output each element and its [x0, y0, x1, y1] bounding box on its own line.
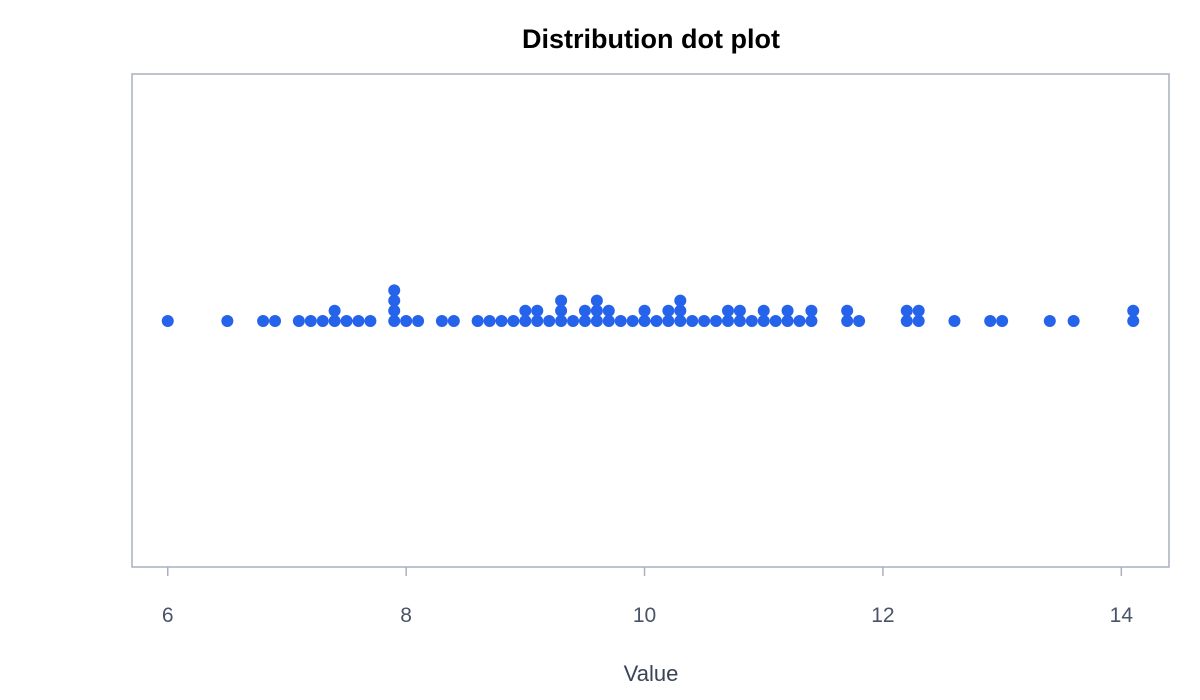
dot-point-7 [328, 315, 341, 327]
dot-point-39 [602, 304, 615, 317]
dot-point-56 [733, 304, 746, 317]
x-tick-label-1: 8 [400, 604, 412, 627]
x-axis-label: Value [624, 661, 679, 686]
dot-point-13 [388, 304, 401, 317]
dot-point-44 [650, 315, 663, 327]
dot-point-54 [721, 304, 734, 317]
dot-point-78 [1127, 315, 1140, 327]
dot-point-34 [578, 304, 591, 317]
dot-point-51 [698, 315, 711, 327]
dot-point-41 [626, 315, 639, 327]
dot-point-8 [328, 304, 341, 317]
dot-point-30 [555, 304, 568, 317]
dot-point-67 [841, 304, 854, 317]
dot-point-53 [721, 315, 734, 327]
dot-point-65 [805, 304, 818, 317]
dot-point-19 [447, 315, 460, 327]
dot-point-38 [602, 315, 615, 327]
dot-point-20 [471, 315, 484, 327]
dot-point-58 [757, 315, 770, 327]
dot-point-9 [340, 315, 353, 327]
dot-point-46 [662, 304, 675, 317]
x-tick-label-3: 12 [871, 604, 894, 627]
dot-point-36 [590, 304, 603, 317]
dot-point-55 [733, 315, 746, 327]
dot-point-59 [757, 304, 770, 317]
dot-point-74 [984, 315, 997, 327]
dot-point-14 [388, 294, 401, 307]
dot-point-28 [543, 315, 556, 327]
dot-point-21 [483, 315, 496, 327]
x-axis-ticks: 6 8 10 12 14 [162, 567, 1133, 627]
dot-point-5 [304, 315, 317, 327]
dot-point-49 [674, 294, 687, 307]
dot-point-2 [257, 315, 270, 327]
dot-point-16 [400, 315, 413, 327]
dot-point-33 [578, 315, 591, 327]
dot-point-11 [364, 315, 377, 327]
plot-frame [131, 73, 1170, 568]
dot-point-3 [269, 315, 282, 327]
dot-point-31 [555, 294, 568, 307]
dot-point-6 [316, 315, 329, 327]
dot-point-26 [531, 315, 544, 327]
dot-point-37 [590, 294, 603, 307]
dot-point-50 [686, 315, 699, 327]
dot-point-73 [948, 315, 961, 327]
dot-point-48 [674, 304, 687, 317]
dot-point-29 [555, 315, 568, 327]
dot-point-79 [1127, 304, 1140, 317]
dot-point-10 [352, 315, 365, 327]
dot-point-68 [853, 315, 866, 327]
dot-point-64 [805, 315, 818, 327]
dot-point-17 [412, 315, 425, 327]
dot-point-45 [662, 315, 675, 327]
data-dots [161, 284, 1140, 327]
dot-point-40 [614, 315, 627, 327]
dot-point-15 [388, 284, 401, 297]
dot-point-12 [388, 315, 401, 327]
dot-point-47 [674, 315, 687, 327]
dot-point-70 [900, 304, 913, 317]
dot-point-42 [638, 315, 651, 327]
dot-point-52 [710, 315, 723, 327]
dot-point-0 [161, 315, 174, 327]
dot-point-69 [900, 315, 913, 327]
dot-point-24 [519, 315, 532, 327]
x-tick-label-0: 6 [162, 604, 174, 627]
dot-point-23 [507, 315, 520, 327]
dot-point-75 [996, 315, 1009, 327]
dot-point-32 [567, 315, 580, 327]
dot-point-76 [1043, 315, 1056, 327]
x-tick-label-4: 14 [1110, 604, 1134, 627]
dot-point-22 [495, 315, 508, 327]
dot-point-18 [435, 315, 448, 327]
dot-point-72 [912, 304, 925, 317]
dot-point-61 [781, 315, 794, 327]
dot-point-27 [531, 304, 544, 317]
dot-point-62 [781, 304, 794, 317]
dot-point-43 [638, 304, 651, 317]
dot-point-66 [841, 315, 854, 327]
dot-point-57 [745, 315, 758, 327]
dot-point-25 [519, 304, 532, 317]
dot-point-35 [590, 315, 603, 327]
dot-point-1 [221, 315, 234, 327]
x-tick-label-2: 10 [633, 604, 656, 627]
dot-point-63 [793, 315, 806, 327]
chart-title: Distribution dot plot [522, 24, 780, 54]
dot-point-60 [769, 315, 782, 327]
dot-point-4 [292, 315, 305, 327]
dot-point-77 [1067, 315, 1080, 327]
dot-point-71 [912, 315, 925, 327]
